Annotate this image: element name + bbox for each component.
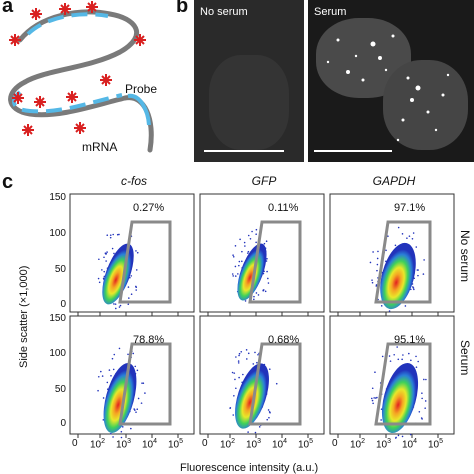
plot-gapdh-serum [329, 315, 455, 439]
x-tick-0: 0 [202, 438, 208, 449]
x-tick-10e4: 104 [402, 438, 418, 451]
density-cloud [235, 363, 269, 429]
x-tick-marks [207, 312, 309, 316]
panel-a-letter: a [2, 0, 14, 17]
gate [118, 220, 172, 304]
x-axis-label: Fluorescence intensity (a.u.) [180, 462, 319, 474]
fluorophore-5 [134, 34, 146, 46]
gate [248, 342, 302, 426]
probe-segments-upper [26, 12, 109, 36]
y-tick-100-bottom: 100 [49, 348, 66, 359]
x-tick-marks [337, 312, 439, 316]
fluorophore-7 [12, 92, 24, 104]
gate [374, 342, 432, 426]
mrna-label: mRNA [82, 140, 118, 154]
plot-cfos-no-serum [69, 193, 195, 316]
x-ticks-col3: 0 102 103 104 105 [328, 438, 454, 452]
column-title-c-fos: c-fos [120, 174, 147, 188]
x-tick-10e2: 102 [220, 438, 236, 451]
gate [118, 342, 172, 426]
x-tick-10e3: 103 [246, 438, 262, 451]
x-tick-marks [77, 434, 179, 438]
micrograph-no-serum: No serum [194, 0, 304, 162]
micrograph-serum: Serum [308, 0, 474, 162]
y-tick-50-top: 50 [54, 264, 66, 275]
pct-gapdh-serum: 95.1% [394, 334, 426, 346]
y-tick-150-top: 150 [49, 192, 66, 203]
fluorophore-6 [100, 74, 112, 86]
x-tick-marks [337, 434, 439, 438]
fluorophore-11 [74, 122, 86, 134]
label-serum: Serum [314, 6, 347, 18]
x-tick-10e5: 105 [168, 438, 184, 451]
x-tick-marks [77, 312, 179, 316]
cell-2 [383, 60, 468, 150]
x-ticks-col1: 0 102 103 104 105 [68, 438, 194, 452]
probe-segment-tail [127, 93, 151, 126]
gate [374, 220, 432, 304]
label-no-serum: No serum [200, 6, 248, 18]
x-tick-10e3: 103 [376, 438, 392, 451]
column-title-gapdh: GAPDH [372, 174, 416, 188]
y-tick-100-top: 100 [49, 228, 66, 239]
pct-cfos-serum: 78.8% [133, 334, 165, 346]
x-ticks-col2: 0 102 103 104 105 [198, 438, 324, 452]
mrna-probe-diagram [8, 1, 154, 153]
pct-gapdh-no-serum: 97.1% [394, 202, 426, 214]
pct-cfos-no-serum: 0.27% [133, 202, 165, 214]
plot-cfos-serum [69, 315, 195, 439]
y-tick-0-bottom: 0 [60, 418, 66, 429]
density-cloud [380, 242, 416, 310]
x-tick-10e5: 105 [298, 438, 314, 451]
x-tick-10e4: 104 [272, 438, 288, 451]
x-tick-0: 0 [332, 438, 338, 449]
x-tick-10e2: 102 [90, 438, 106, 451]
fluorophore-1 [30, 8, 42, 20]
plot-gfp-serum [199, 315, 325, 438]
x-tick-10e2: 102 [350, 438, 366, 451]
plot-gfp-no-serum [199, 193, 325, 316]
pct-gfp-no-serum: 0.11% [268, 202, 299, 214]
probe-segments-lower [12, 90, 123, 114]
pct-gfp-serum: 0.68% [268, 334, 300, 346]
x-tick-0: 0 [72, 438, 78, 449]
y-tick-0-top: 0 [60, 299, 66, 310]
y-tick-50-bottom: 50 [54, 384, 66, 395]
density-cloud [237, 243, 267, 301]
cell-outline [209, 55, 289, 150]
density-cloud [103, 363, 137, 433]
fluorophore-4 [9, 34, 21, 46]
plot-gapdh-no-serum [329, 193, 455, 316]
x-tick-10e5: 105 [428, 438, 444, 451]
column-title-gfp: GFP [251, 174, 277, 188]
panel-b-letter: b [176, 0, 189, 17]
x-tick-10e3: 103 [116, 438, 132, 451]
fluorophore-9 [66, 91, 78, 103]
density-cloud [381, 362, 419, 434]
panel-c-letter: c [2, 171, 14, 193]
gate [248, 220, 302, 304]
fluorophore-8 [34, 96, 46, 108]
scale-bar-right [314, 150, 392, 152]
scale-bar-left [204, 150, 284, 152]
fluorophore-3 [86, 1, 98, 13]
x-tick-marks [207, 434, 309, 438]
probe-label: Probe [125, 82, 158, 96]
x-tick-10e4: 104 [142, 438, 158, 451]
fluorophore-2 [59, 3, 71, 15]
y-tick-150-bottom: 150 [49, 313, 66, 324]
fluorophore-10 [22, 124, 34, 136]
mrna-spots [326, 34, 450, 142]
fluorophores [9, 1, 146, 136]
